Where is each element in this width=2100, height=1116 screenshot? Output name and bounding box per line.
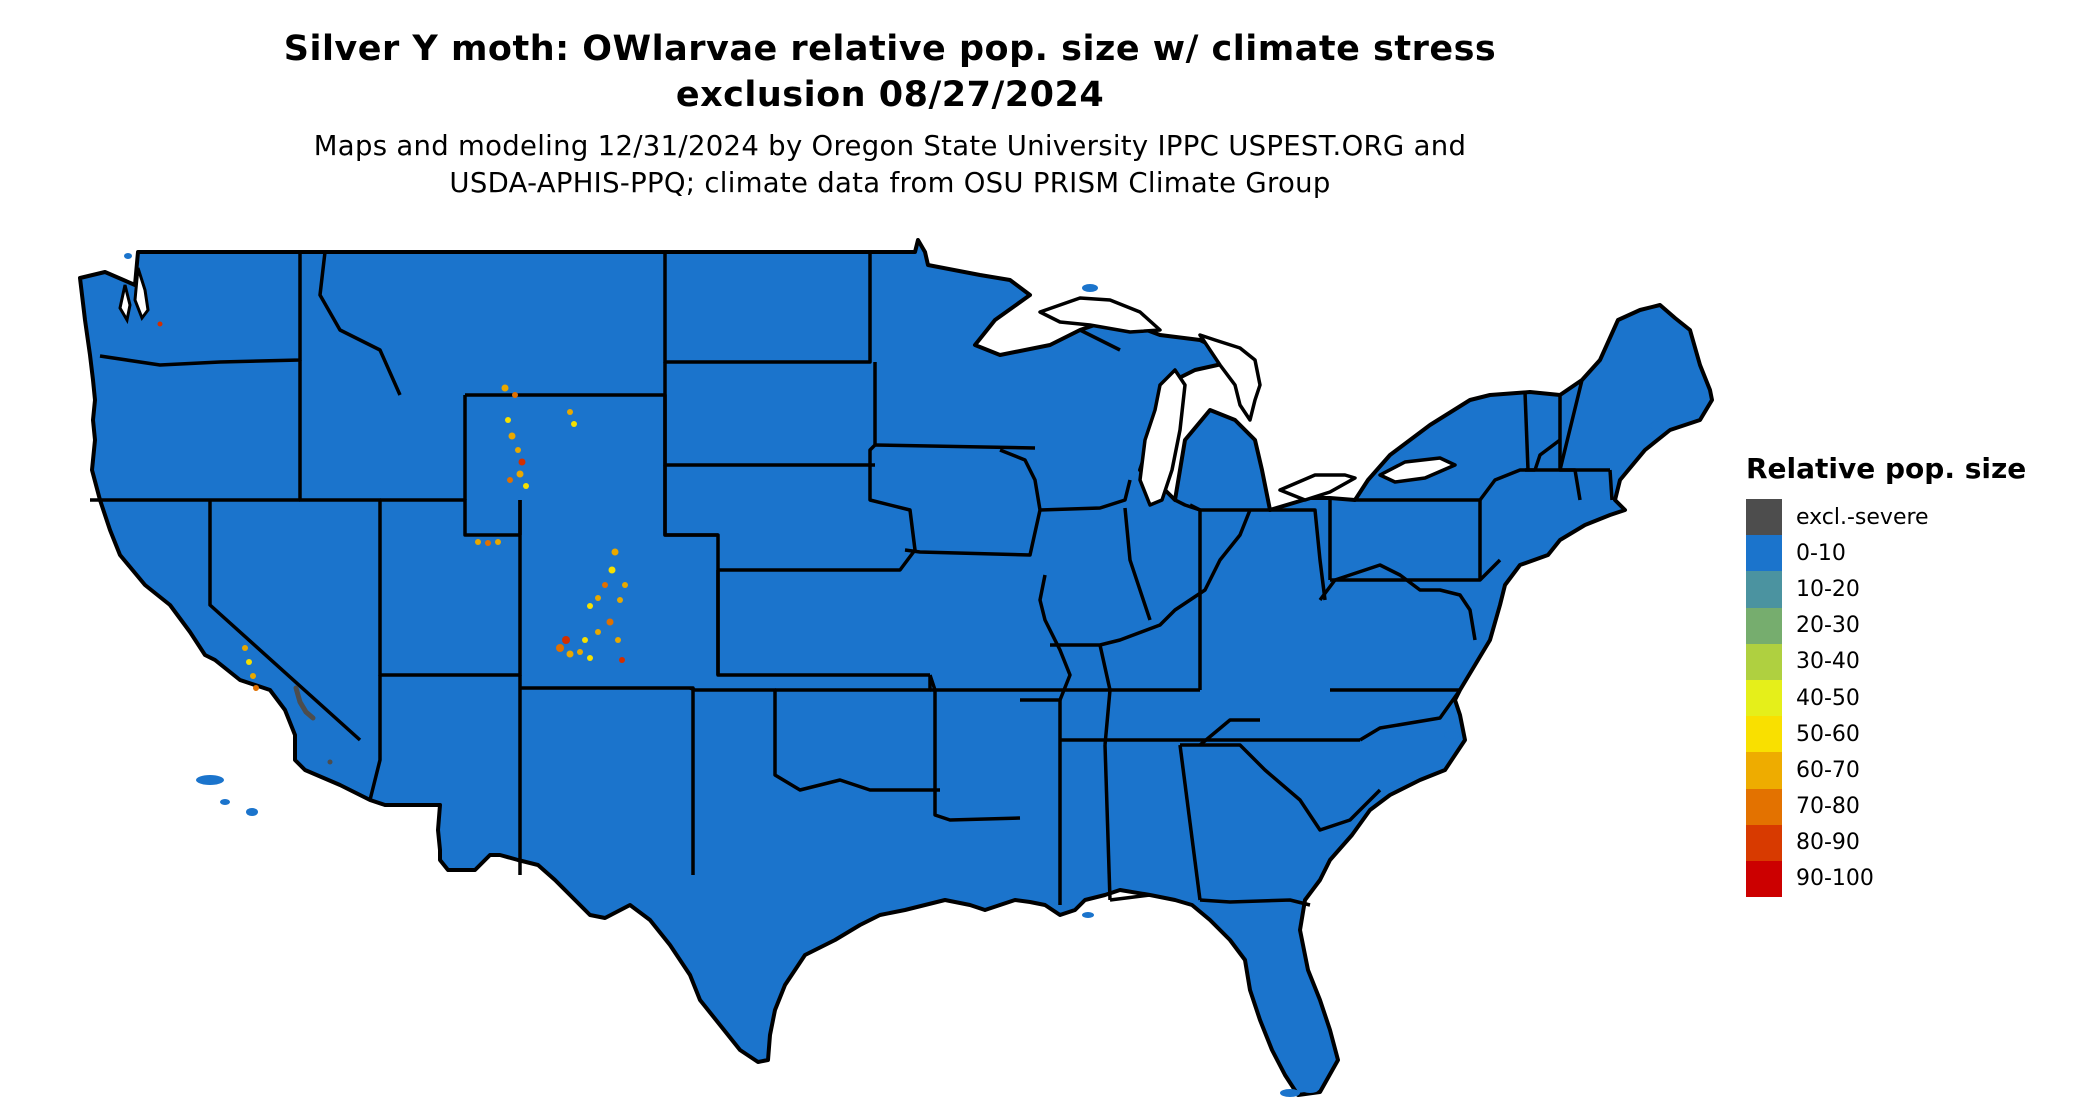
legend-items: excl.-severe 0-10 10-20 20-30 30-40 40-50 50-6… — [1746, 499, 2026, 898]
legend-label: 80-90 — [1796, 830, 1860, 856]
legend-label: 10-20 — [1796, 576, 1860, 602]
legend-item: 0-10 — [1746, 535, 2026, 572]
legend-item: 30-40 — [1746, 643, 2026, 680]
legend-swatch — [1746, 752, 1782, 789]
legend-item: 60-70 — [1746, 752, 2026, 789]
subtitle-line-1: Maps and modeling 12/31/2024 by Oregon S… — [313, 130, 1467, 162]
legend-swatch — [1746, 860, 1782, 898]
us-map — [78, 238, 1714, 1097]
hotspot-wyoming — [501, 384, 577, 489]
title-line-2: exclusion 08/27/2024 — [675, 75, 1105, 115]
legend-label: 40-50 — [1796, 685, 1860, 711]
map-title: Silver Y moth: OWlarvae relative pop. si… — [240, 26, 1540, 118]
legend-item: 10-20 — [1746, 571, 2026, 608]
title-line-1: Silver Y moth: OWlarvae relative pop. si… — [283, 29, 1497, 69]
puget-sound — [118, 267, 150, 325]
legend-swatch — [1746, 535, 1782, 572]
legend-label: 20-30 — [1796, 613, 1860, 639]
state-borders — [90, 251, 1614, 907]
legend-swatch — [1746, 607, 1782, 644]
legend-label: 30-40 — [1796, 649, 1860, 675]
excluded-areas — [293, 685, 333, 765]
great-lakes — [1038, 296, 1457, 507]
legend-item: 40-50 — [1746, 679, 2026, 717]
legend-title: Relative pop. size — [1746, 452, 2027, 485]
hotspot-washington — [157, 321, 163, 327]
us-outline — [78, 238, 1714, 1097]
legend-label: 60-70 — [1796, 757, 1860, 783]
subtitle-line-2: USDA-APHIS-PPQ; climate data from OSU PR… — [449, 167, 1331, 199]
legend-item: 50-60 — [1746, 716, 2026, 753]
legend-label: 0-10 — [1796, 540, 1846, 566]
legend-swatch — [1746, 824, 1782, 861]
legend-item: 90-100 — [1746, 860, 2026, 898]
hotspot-utah — [475, 539, 501, 546]
hotspots — [157, 321, 628, 765]
legend-swatch — [1746, 571, 1782, 608]
legend-item: 20-30 — [1746, 607, 2026, 644]
legend-item: 70-80 — [1746, 788, 2026, 825]
legend: Relative pop. size excl.-severe 0-10 10-20… — [1746, 452, 2027, 898]
legend-item: excl.-severe — [1746, 499, 2026, 536]
hotspot-california — [242, 645, 259, 691]
legend-label: 50-60 — [1796, 721, 1860, 747]
legend-label: excl.-severe — [1796, 504, 1929, 530]
map-subtitle: Maps and modeling 12/31/2024 by Oregon S… — [240, 128, 1540, 202]
legend-label: 90-100 — [1796, 866, 1874, 892]
legend-swatch — [1746, 788, 1782, 825]
hotspot-colorado — [556, 548, 628, 663]
legend-swatch — [1746, 716, 1782, 753]
legend-item: 80-90 — [1746, 824, 2026, 861]
legend-swatch — [1746, 679, 1782, 717]
legend-label: 70-80 — [1796, 794, 1860, 820]
legend-swatch — [1746, 643, 1782, 680]
legend-swatch — [1746, 499, 1782, 536]
